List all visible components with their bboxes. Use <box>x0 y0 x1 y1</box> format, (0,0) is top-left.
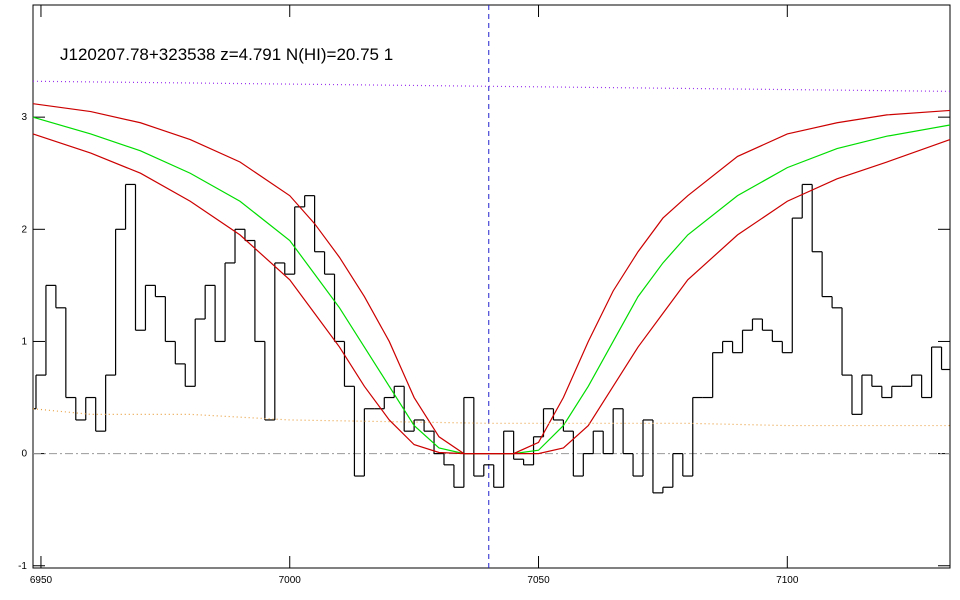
curve <box>32 133 951 455</box>
y-tick-label: 1 <box>21 336 27 347</box>
curve <box>32 103 951 455</box>
curve <box>32 116 951 455</box>
y-tick-label: 2 <box>21 224 27 235</box>
x-tick-label: 7100 <box>776 575 799 586</box>
x-tick-label: 7050 <box>527 575 550 586</box>
y-tick-label: 0 <box>21 449 27 460</box>
curve <box>32 80 951 92</box>
plot-frame <box>32 4 951 569</box>
chart-title: J120207.78+323538 z=4.791 N(HI)=20.75 1 <box>60 45 393 64</box>
x-tick-label: 6950 <box>30 575 53 586</box>
x-tick-label: 7000 <box>279 575 302 586</box>
y-tick-label: 3 <box>21 112 27 123</box>
flux-step-riser <box>35 184 943 493</box>
curve <box>32 408 950 427</box>
y-tick-label: -1 <box>18 561 27 572</box>
